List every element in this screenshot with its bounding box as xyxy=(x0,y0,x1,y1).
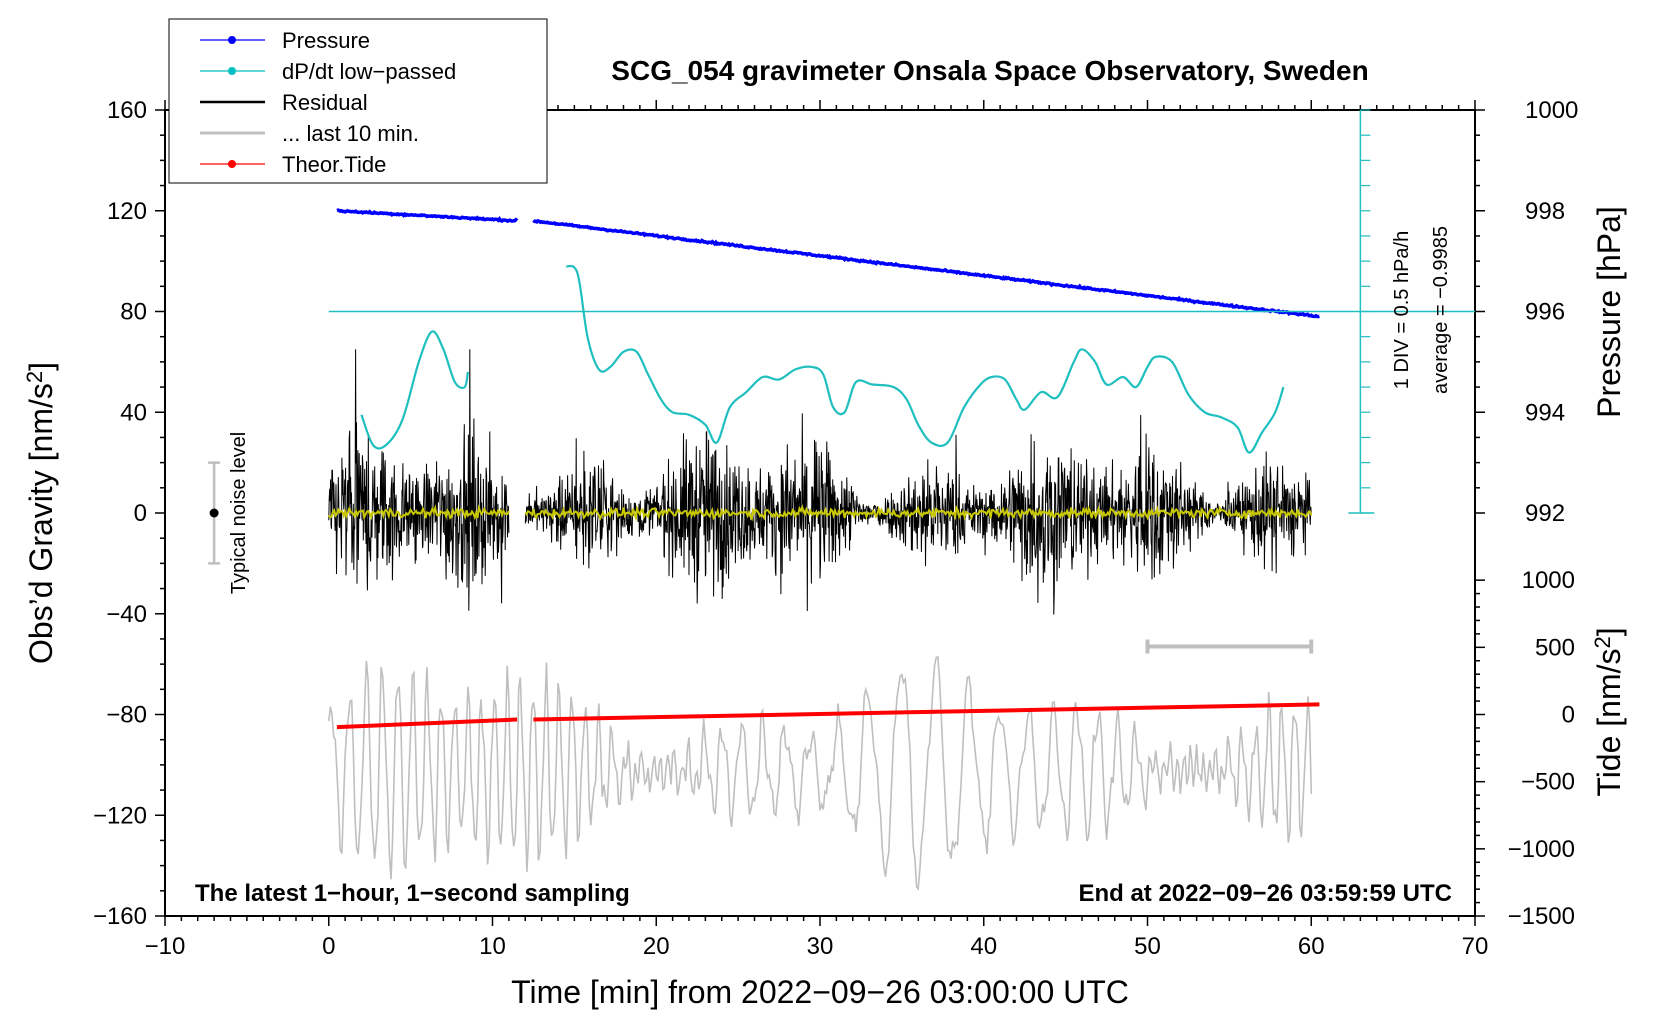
tide-tick-label: 0 xyxy=(1562,702,1575,729)
pressure-tick-label: 992 xyxy=(1525,500,1565,527)
residual-smoothed-line xyxy=(524,504,1313,522)
pressure-tick-label: 1000 xyxy=(1525,97,1578,124)
annotation-end-time: End at 2022−09−26 03:59:59 UTC xyxy=(1078,880,1452,907)
y-tick-label: −80 xyxy=(106,702,147,729)
y-tick-label: −40 xyxy=(106,601,147,628)
pressure-series-line xyxy=(336,208,519,224)
y-axis-tide: 1000 500 0 −500 −1000 −1500 xyxy=(1475,567,1575,930)
legend-label-2: Residual xyxy=(282,90,368,115)
legend-label-1: dP/dt low−passed xyxy=(282,59,456,84)
y-tick-label: 160 xyxy=(107,97,147,124)
y-axis-left: 160 120 80 40 0 −40 −80 −120 −160 xyxy=(93,97,165,930)
y-axis-left-title-main: Obs’d Gravity [nm/s xyxy=(23,383,59,664)
y-axis-left-title-end: ] xyxy=(23,362,59,371)
y-axis-left-title-sup: 2 xyxy=(22,371,47,383)
pressure-tick-label: 998 xyxy=(1525,198,1565,225)
y-axis-pressure: 1000 998 996 994 992 xyxy=(1475,97,1578,527)
dpdt-series-line xyxy=(360,330,469,450)
residual-series-line xyxy=(328,349,510,611)
x-tick-label: 20 xyxy=(643,933,670,960)
plot-content xyxy=(208,109,1475,891)
y-tick-label: 80 xyxy=(120,299,147,326)
y-tick-label: −160 xyxy=(93,903,147,930)
y-tick-label: 0 xyxy=(134,500,147,527)
tide-series-line xyxy=(336,717,518,730)
y-tick-label: −120 xyxy=(93,802,147,829)
pressure-scale-label: 1 DIV = 0.5 hPa/h xyxy=(1391,231,1413,389)
y-axis-tide-title-main: Tide [nm/s xyxy=(1591,648,1627,796)
dpdt-series-line xyxy=(565,264,1285,454)
x-tick-label: 0 xyxy=(322,933,335,960)
x-tick-label: 10 xyxy=(479,933,506,960)
legend-marker-4 xyxy=(228,160,236,168)
y-axis-left-title: Obs’d Gravity [nm/s2] xyxy=(22,362,59,664)
legend-marker-0 xyxy=(228,36,236,44)
x-axis-title: Time [min] from 2022−09−26 03:00:00 UTC xyxy=(511,974,1129,1010)
x-tick-label: 40 xyxy=(970,933,997,960)
y-axis-tide-title: Tide [nm/s2] xyxy=(1590,627,1627,796)
annotation-latest-hour: The latest 1−hour, 1−second sampling xyxy=(195,880,630,907)
noise-bar-dot xyxy=(209,508,219,518)
y-tick-label: 40 xyxy=(120,399,147,426)
tide-tick-label: −1500 xyxy=(1508,903,1575,930)
x-tick-label: −10 xyxy=(145,933,186,960)
legend-label-0: Pressure xyxy=(282,28,370,53)
chart-title: SCG_054 gravimeter Onsala Space Observat… xyxy=(611,55,1368,86)
y-tick-label: 120 xyxy=(107,198,147,225)
x-tick-label: 70 xyxy=(1462,933,1489,960)
last10-series-line xyxy=(328,656,1313,891)
tide-tick-label: −1000 xyxy=(1508,836,1575,863)
y-axis-tide-title-end: ] xyxy=(1591,627,1627,636)
legend-label-4: Theor.Tide xyxy=(282,152,386,177)
pressure-tick-label: 994 xyxy=(1525,399,1565,426)
y-axis-pressure-title: Pressure [hPa] xyxy=(1591,206,1627,418)
tide-tick-label: 500 xyxy=(1535,634,1575,661)
legend-marker-1 xyxy=(228,67,236,75)
tide-series-line xyxy=(533,702,1320,722)
x-tick-label: 30 xyxy=(807,933,834,960)
noise-level-label: Typical noise level xyxy=(228,432,250,594)
pressure-series-line xyxy=(532,218,1320,319)
pressure-tick-label: 996 xyxy=(1525,299,1565,326)
x-tick-label: 60 xyxy=(1298,933,1325,960)
tide-tick-label: 1000 xyxy=(1522,567,1575,594)
y-axis-tide-title-sup: 2 xyxy=(1590,636,1615,648)
legend-label-3: ... last 10 min. xyxy=(282,121,419,146)
residual-smoothed-line xyxy=(327,503,510,521)
tide-tick-label: −500 xyxy=(1521,769,1575,796)
x-tick-label: 50 xyxy=(1134,933,1161,960)
legend: Pressure dP/dt low−passed Residual ... last… xyxy=(168,18,548,184)
pressure-average-label: average = −0.9985 xyxy=(1430,226,1452,394)
